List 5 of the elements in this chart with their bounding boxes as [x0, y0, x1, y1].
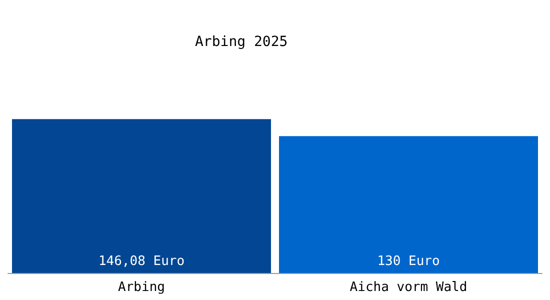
x-tick-label: Arbing [118, 280, 165, 295]
chart-title: Arbing 2025 [195, 34, 288, 50]
data-label: 130 Euro [377, 254, 440, 269]
data-label: 146,08 Euro [98, 254, 185, 269]
x-tick-label: Aicha vorm Wald [350, 280, 468, 295]
